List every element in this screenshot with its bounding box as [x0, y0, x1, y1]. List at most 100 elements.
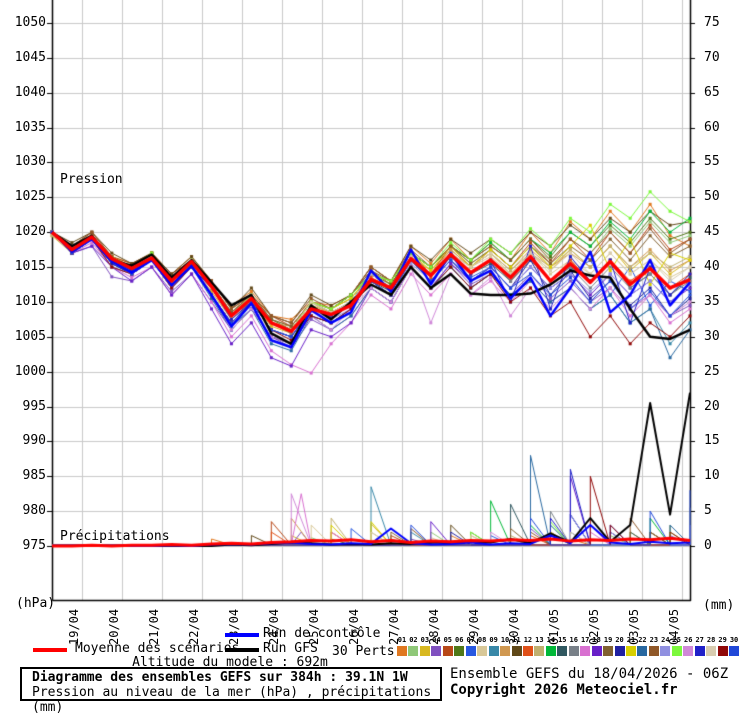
right-axis-unit: (mm) [703, 598, 735, 613]
date-tick-label: 21/04 [147, 608, 161, 645]
pert-number-label: 06 [455, 636, 464, 644]
pert-color-swatch [431, 646, 442, 656]
precip-tick-label: 5 [704, 503, 712, 519]
chart-subtitle: Pression au niveau de la mer (hPa) , pré… [32, 685, 432, 715]
pressure-tick-label: 995 [22, 398, 46, 414]
precip-tick-label: 30 [704, 328, 720, 344]
pert-color-swatch [729, 646, 740, 656]
pert-color-swatch [397, 646, 407, 656]
pert-color-swatch [717, 646, 728, 656]
pert-color-swatch [454, 646, 465, 656]
precip-tick-label: 70 [704, 49, 720, 65]
pert-color-swatch [626, 646, 636, 656]
pert-color-swatch [637, 646, 648, 656]
date-tick-label: 20/04 [107, 608, 121, 645]
pert-number-label: 04 [432, 636, 441, 644]
precip-tick-label: 45 [704, 224, 720, 240]
pressure-tick-label: 985 [22, 468, 46, 484]
pressure-tick-label: 1050 [14, 15, 46, 30]
pert-color-swatch [488, 646, 499, 656]
pert-color-swatch [557, 646, 568, 656]
pert-number-label: 05 [443, 636, 453, 644]
pert-number-label: 25 [672, 636, 682, 644]
pert-color-swatch [408, 646, 419, 656]
pressure-tick-label: 1035 [14, 119, 46, 135]
pert-color-swatch [545, 646, 556, 656]
pert-color-swatch [477, 646, 488, 656]
pert-number-label: 24 [661, 636, 670, 644]
chart-title-box: Diagramme des ensembles GEFS sur 384h : … [20, 667, 442, 715]
pert-number-label: 22 [638, 636, 647, 644]
pert-color-swatch [534, 646, 545, 656]
pert-color-swatch [706, 646, 717, 656]
precip-tick-label: 50 [704, 189, 720, 205]
pert-number-label: 18 [592, 636, 601, 644]
pressure-section-label: Pression [60, 172, 123, 187]
pert-color-swatch [591, 646, 602, 656]
pressure-tick-label: 1010 [14, 293, 46, 309]
pert-number-label: 27 [695, 636, 704, 644]
pert-number-label: 19 [603, 636, 613, 644]
pert-number-label: 26 [684, 636, 693, 644]
pressure-tick-label: 975 [22, 538, 46, 553]
precip-tick-label: 35 [704, 293, 720, 309]
pert-number-label: 01 [397, 636, 407, 644]
pert-number-label: 17 [580, 636, 590, 644]
pert-number-label: 30 [729, 636, 739, 644]
pert-color-swatch [683, 646, 694, 656]
ensemble-plot-canvas [0, 0, 740, 620]
precip-tick-label: 10 [704, 468, 720, 484]
pressure-tick-label: 1030 [14, 154, 46, 170]
left-axis-unit: (hPa) [16, 596, 56, 611]
pert-color-swatch [442, 646, 453, 656]
control-legend-label: Run de contrôle [263, 626, 381, 641]
chart-title: Diagramme des ensembles GEFS sur 384h : … [32, 670, 408, 685]
pert-color-swatch [671, 646, 682, 656]
pert-color-swatch [648, 646, 659, 656]
pert-number-label: 12 [523, 636, 533, 644]
pert-number-label: 02 [409, 636, 418, 644]
pressure-tick-label: 1040 [14, 84, 46, 100]
mean-legend-label: Moyenne des scénarios [75, 641, 240, 656]
precip-tick-label: 55 [704, 154, 720, 170]
pert-number-label: 07 [466, 636, 475, 644]
pressure-tick-label: 1020 [14, 224, 46, 240]
pert-number-label: 14 [546, 636, 556, 644]
pert-color-swatch [694, 646, 705, 656]
mean-legend-swatch [33, 648, 67, 652]
precip-tick-label: 60 [704, 119, 720, 135]
pert-number-label: 21 [626, 636, 636, 644]
precip-tick-label: 40 [704, 259, 720, 275]
precip-tick-label: 15 [704, 433, 720, 449]
pressure-tick-label: 1015 [14, 259, 46, 275]
pressure-tick-label: 980 [22, 503, 46, 519]
pert-color-swatch [614, 646, 625, 656]
pert-number-label: 11 [512, 636, 521, 644]
pert-number-label: 16 [569, 636, 578, 644]
pressure-tick-label: 1045 [14, 49, 46, 65]
control-legend-swatch [225, 633, 259, 637]
pert-number-label: 10 [500, 636, 510, 644]
date-tick-label: 19/04 [67, 608, 81, 645]
pert-color-swatch [465, 646, 476, 656]
gfs-legend-swatch [225, 648, 259, 652]
perts-count-label: 30 Perts. [332, 644, 403, 659]
precip-section-label: Précipitations [60, 529, 170, 544]
pressure-tick-label: 1005 [14, 328, 46, 344]
precip-tick-label: 75 [704, 15, 720, 30]
precip-tick-label: 65 [704, 84, 720, 100]
pert-number-label: 20 [615, 636, 624, 644]
precip-tick-label: 20 [704, 398, 720, 414]
pert-color-swatch [511, 646, 522, 656]
pert-number-label: 08 [477, 636, 487, 644]
pressure-tick-label: 990 [22, 433, 46, 449]
model-altitude-label: Altitude du modele : 692m [132, 655, 328, 670]
pert-number-label: 15 [558, 636, 567, 644]
pert-color-swatch [660, 646, 671, 656]
pressure-tick-label: 1025 [14, 189, 46, 205]
run-info-label: Ensemble GEFS du 18/04/2026 - 06Z [450, 666, 729, 682]
copyright-label: Copyright 2026 Meteociel.fr [450, 682, 678, 698]
pressure-tick-label: 1000 [14, 363, 46, 379]
date-tick-label: 23/04 [227, 608, 241, 645]
